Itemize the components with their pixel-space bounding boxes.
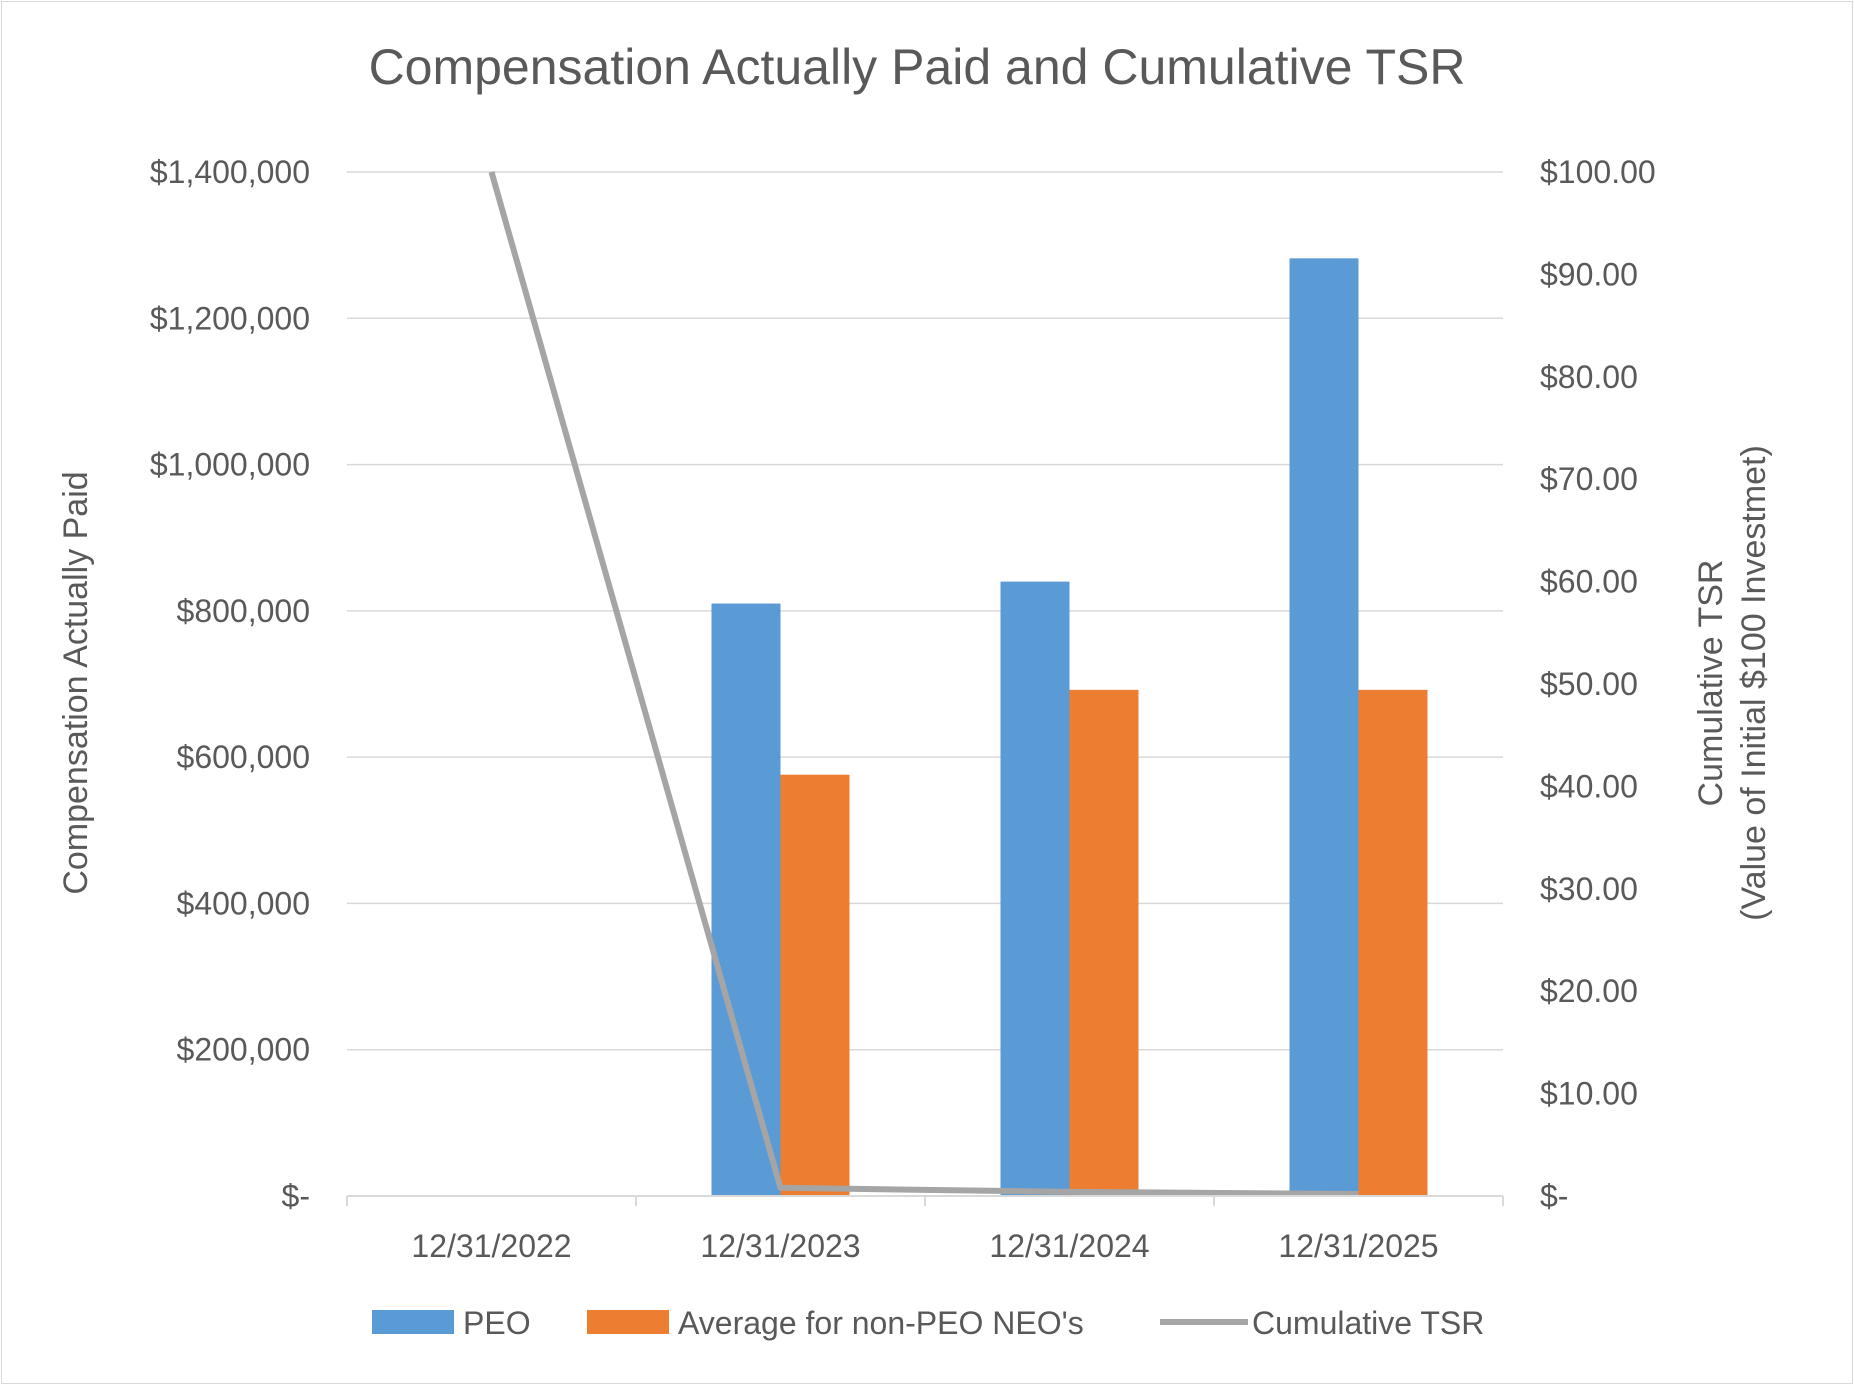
right-tick-label: $10.00 <box>1540 1076 1638 1112</box>
right-tick-label: $40.00 <box>1540 768 1638 804</box>
right-axis-ticks: $- $10.00 $20.00 $30.00 $40.00 $50.00 $60.00 $7… <box>1540 154 1656 1214</box>
tsr-line-group <box>488 171 1359 1197</box>
x-tick-label: 12/31/2025 <box>1278 1228 1438 1264</box>
bar-peo <box>1289 258 1359 1196</box>
right-tick-label: $90.00 <box>1540 256 1638 292</box>
right-tick-label: $100.00 <box>1540 154 1656 190</box>
axes <box>346 1195 1504 1206</box>
right-tick-label: $50.00 <box>1540 666 1638 702</box>
left-tick-label: $600,000 <box>177 739 310 775</box>
left-tick-label: $1,000,000 <box>150 447 310 483</box>
right-tick-label: $70.00 <box>1540 461 1638 497</box>
x-axis-ticks: 12/31/2022 12/31/2023 12/31/2024 12/31/2025 <box>411 1228 1438 1264</box>
x-tick-label: 12/31/2022 <box>411 1228 571 1264</box>
legend-label-peo: PEO <box>463 1305 531 1341</box>
chart-title: Compensation Actually Paid and Cumulativ… <box>369 39 1466 95</box>
left-axis-title: Compensation Actually Paid <box>57 471 95 894</box>
left-tick-label: $800,000 <box>177 593 310 629</box>
right-tick-label: $60.00 <box>1540 564 1638 600</box>
legend-label-cumulative-tsr: Cumulative TSR <box>1252 1305 1484 1341</box>
bar-average-for-non-peo-neo-s <box>1069 689 1139 1196</box>
left-tick-label: $1,400,000 <box>150 154 310 190</box>
left-axis-ticks: $- $200,000 $400,000 $600,000 $800,000 $1,000… <box>150 154 310 1214</box>
right-axis-title-line1: Cumulative TSR <box>1692 560 1730 807</box>
right-tick-label: $30.00 <box>1540 871 1638 907</box>
bar-average-for-non-peo-neo-s <box>780 774 850 1196</box>
left-tick-label: $200,000 <box>177 1032 310 1068</box>
left-tick-label: $- <box>282 1178 310 1214</box>
legend-label-average-for-non-peo-neo-s: Average for non-PEO NEO's <box>678 1305 1084 1341</box>
bar-peo <box>711 603 781 1196</box>
legend-swatch-peo <box>372 1310 454 1334</box>
tsr-line <box>488 171 1359 1197</box>
legend: PEO Average for non-PEO NEO's Cumulative T… <box>372 1305 1484 1341</box>
right-tick-label: $- <box>1540 1178 1568 1214</box>
right-tick-label: $80.00 <box>1540 359 1638 395</box>
x-tick-label: 12/31/2024 <box>989 1228 1149 1264</box>
bar-peo <box>1000 581 1070 1196</box>
legend-swatch-average-for-non-peo-neo-s <box>587 1310 669 1334</box>
left-tick-label: $400,000 <box>177 885 310 921</box>
x-tick-label: 12/31/2023 <box>700 1228 860 1264</box>
bar-average-for-non-peo-neo-s <box>1358 689 1428 1196</box>
right-axis-title-line2: (Value of Initial $100 Investmet) <box>1735 445 1773 921</box>
bars <box>711 258 1428 1196</box>
left-tick-label: $1,200,000 <box>150 300 310 336</box>
right-tick-label: $20.00 <box>1540 973 1638 1009</box>
